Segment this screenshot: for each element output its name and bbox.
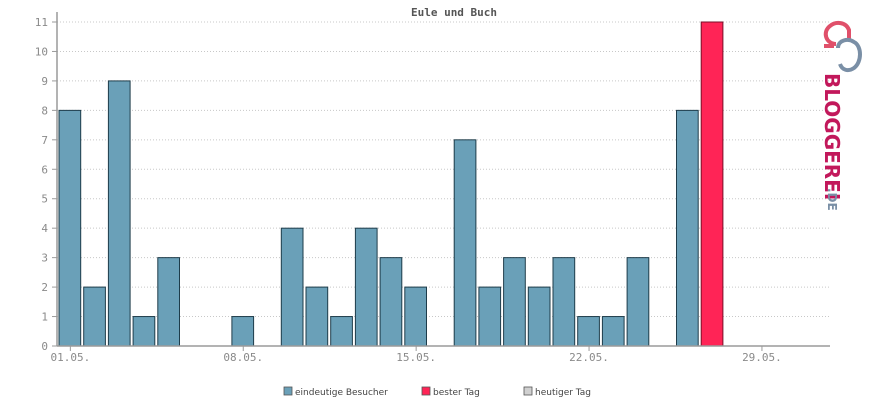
legend: eindeutige Besucher bester Tag heutiger Ta… bbox=[283, 386, 591, 398]
bar bbox=[305, 286, 329, 347]
bar bbox=[379, 257, 403, 347]
legend-swatch bbox=[283, 386, 293, 396]
bar bbox=[527, 286, 551, 347]
bar bbox=[453, 139, 477, 347]
logo-text: BLOGGEREI bbox=[820, 73, 844, 200]
y-tick-label: 8 bbox=[41, 104, 48, 117]
bar-best-day bbox=[700, 21, 724, 347]
y-tick-label: 4 bbox=[41, 222, 48, 235]
bar bbox=[478, 286, 502, 347]
y-tick-label: 0 bbox=[41, 340, 48, 353]
logo-suffix: .DE bbox=[825, 188, 839, 211]
x-tick-label: 01.05. bbox=[50, 351, 90, 364]
x-axis-ticks: 01.05. 08.05. 15.05. 22.05. 29.05. bbox=[50, 346, 782, 364]
legend-label: bester Tag bbox=[433, 388, 480, 398]
bar bbox=[354, 227, 378, 347]
x-tick-label: 29.05. bbox=[742, 351, 782, 364]
y-tick-label: 10 bbox=[35, 45, 48, 58]
bar bbox=[404, 286, 427, 347]
bar bbox=[58, 109, 82, 347]
bar bbox=[132, 316, 156, 347]
y-tick-label: 3 bbox=[41, 252, 48, 265]
bar bbox=[157, 257, 181, 347]
legend-swatch bbox=[523, 386, 533, 396]
bars bbox=[58, 21, 724, 347]
axes bbox=[56, 12, 830, 347]
legend-label: eindeutige Besucher bbox=[295, 388, 388, 398]
y-axis-ticks: 0 1 2 3 4 5 6 7 8 9 10 11 bbox=[35, 16, 57, 353]
bar bbox=[231, 316, 255, 347]
chart-title: Eule und Buch bbox=[411, 6, 497, 19]
bar bbox=[626, 257, 650, 347]
x-tick-label: 15.05. bbox=[396, 351, 436, 364]
legend-swatch bbox=[421, 386, 431, 396]
y-tick-label: 6 bbox=[41, 163, 48, 176]
y-tick-label: 5 bbox=[41, 193, 48, 206]
bar bbox=[83, 286, 106, 347]
bar bbox=[280, 227, 304, 347]
legend-label: heutiger Tag bbox=[535, 388, 591, 398]
y-tick-label: 7 bbox=[41, 134, 48, 147]
bar bbox=[330, 316, 353, 347]
bar bbox=[552, 257, 576, 347]
bar bbox=[107, 80, 131, 347]
y-tick-label: 1 bbox=[41, 311, 48, 324]
x-tick-label: 22.05. bbox=[569, 351, 609, 364]
y-tick-label: 11 bbox=[35, 16, 48, 29]
x-tick-label: 08.05. bbox=[223, 351, 263, 364]
bar bbox=[676, 109, 699, 347]
bar bbox=[503, 257, 526, 347]
bloggerei-logo-icon bbox=[823, 20, 862, 73]
y-tick-label: 2 bbox=[41, 281, 48, 294]
bar bbox=[601, 316, 625, 347]
bar bbox=[577, 316, 600, 347]
bloggerei-logo: BLOGGEREI .DE bbox=[820, 20, 862, 211]
y-tick-label: 9 bbox=[41, 75, 48, 88]
